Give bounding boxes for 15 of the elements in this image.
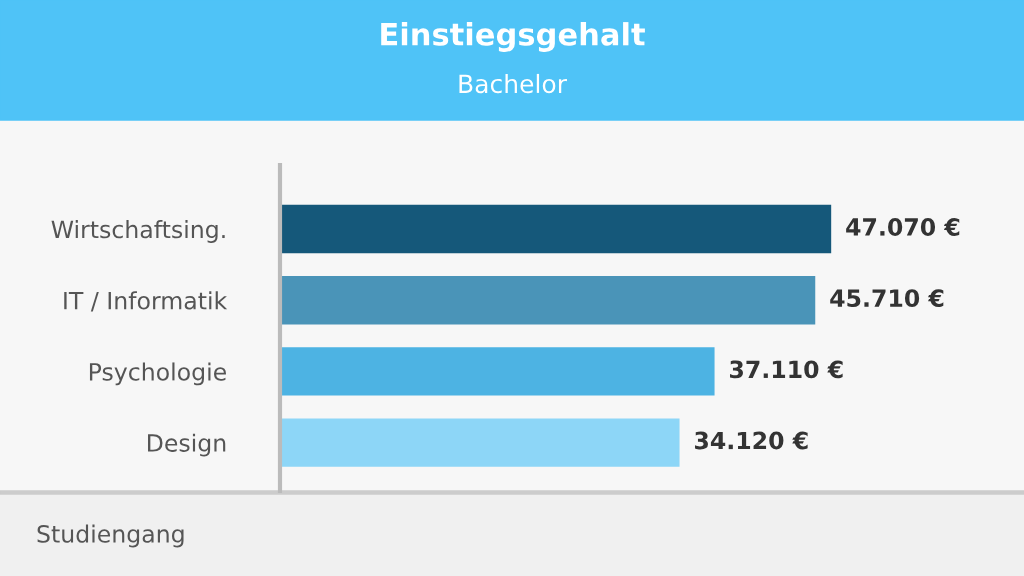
y-tick-label: IT / Informatik (64, 291, 228, 312)
bar (280, 204, 832, 254)
bar (280, 347, 715, 396)
data-label: 45.710 € (830, 289, 944, 308)
data-label: 47.070 € (846, 218, 960, 236)
data-label: 34.120 € (695, 431, 808, 450)
chart-title: Einstiegsgehalt (381, 22, 645, 52)
y-tick-label: Psychologie (89, 362, 226, 386)
y-axis-title: Studiengang (37, 524, 184, 548)
chart-subtitle: Bachelor (459, 73, 567, 94)
data-label: 37.110 € (730, 360, 843, 379)
bar (280, 418, 680, 467)
y-tick-label: Design (148, 433, 226, 457)
y-tick-label: Wirtschaftsing. (51, 220, 225, 243)
bar (280, 276, 816, 325)
